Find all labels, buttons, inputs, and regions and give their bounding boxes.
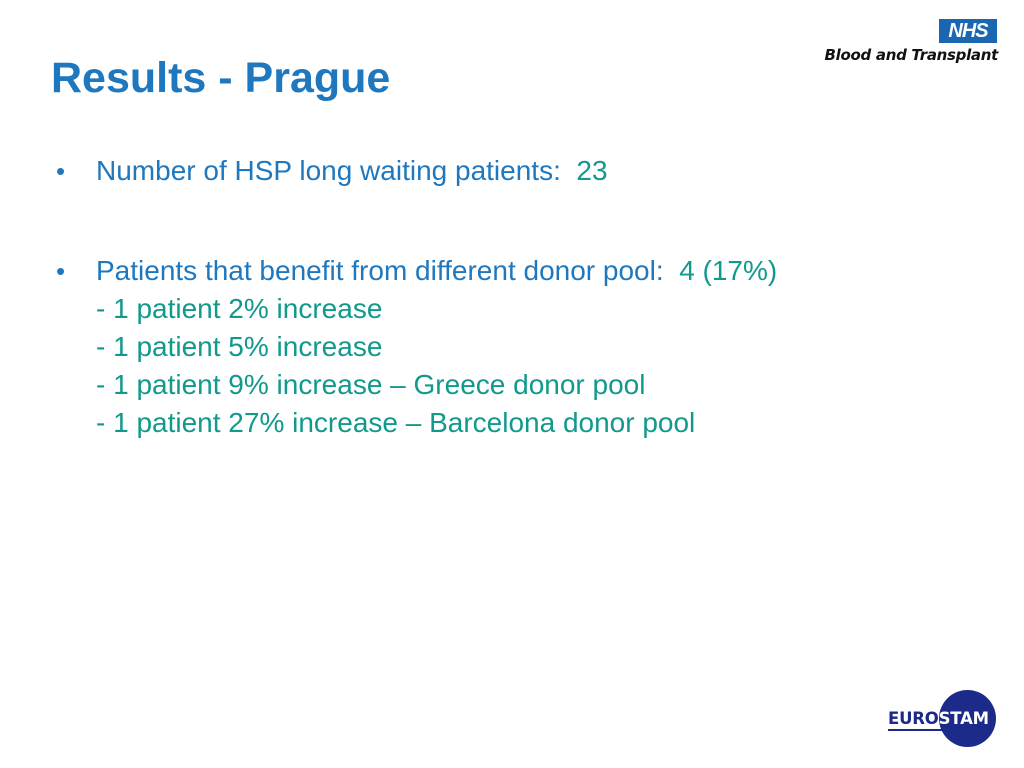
eurostam-logo-euro: EURO [888, 709, 939, 728]
sub-item-list: - 1 patient 2% increase - 1 patient 5% i… [96, 290, 956, 442]
eurostam-logo-text: EUROSTAM [888, 707, 989, 731]
bullet-item: • Number of HSP long waiting patients: 2… [56, 152, 956, 190]
nhs-blood-and-transplant-logo: NHS Blood and Transplant [804, 19, 1000, 67]
bullet-label: Number of HSP long waiting patients: [96, 155, 561, 186]
nhs-organisation-name: Blood and Transplant [824, 46, 999, 64]
eurostam-logo: EUROSTAM [884, 690, 998, 748]
bullet-value: 4 (17%) [679, 255, 778, 286]
sub-item: - 1 patient 2% increase [96, 293, 383, 324]
sub-item: - 1 patient 9% increase – Greece donor p… [96, 369, 646, 400]
nhs-badge: NHS [939, 19, 997, 43]
sub-item: - 1 patient 5% increase [96, 331, 383, 362]
eurostam-logo-underline [888, 729, 942, 731]
bullet-list: • Number of HSP long waiting patients: 2… [56, 152, 956, 442]
bullet-marker: • [56, 256, 66, 286]
bullet-label: Patients that benefit from different don… [96, 255, 664, 286]
bullet-marker: • [56, 156, 66, 186]
bullet-item: • Patients that benefit from different d… [56, 252, 956, 442]
eurostam-logo-stam: STAM [938, 709, 989, 728]
bullet-value: 23 [576, 155, 608, 186]
eurostam-logo-circle [939, 690, 996, 747]
sub-item: - 1 patient 27% increase – Barcelona don… [96, 407, 696, 438]
slide-title: Results - Prague [51, 54, 391, 102]
